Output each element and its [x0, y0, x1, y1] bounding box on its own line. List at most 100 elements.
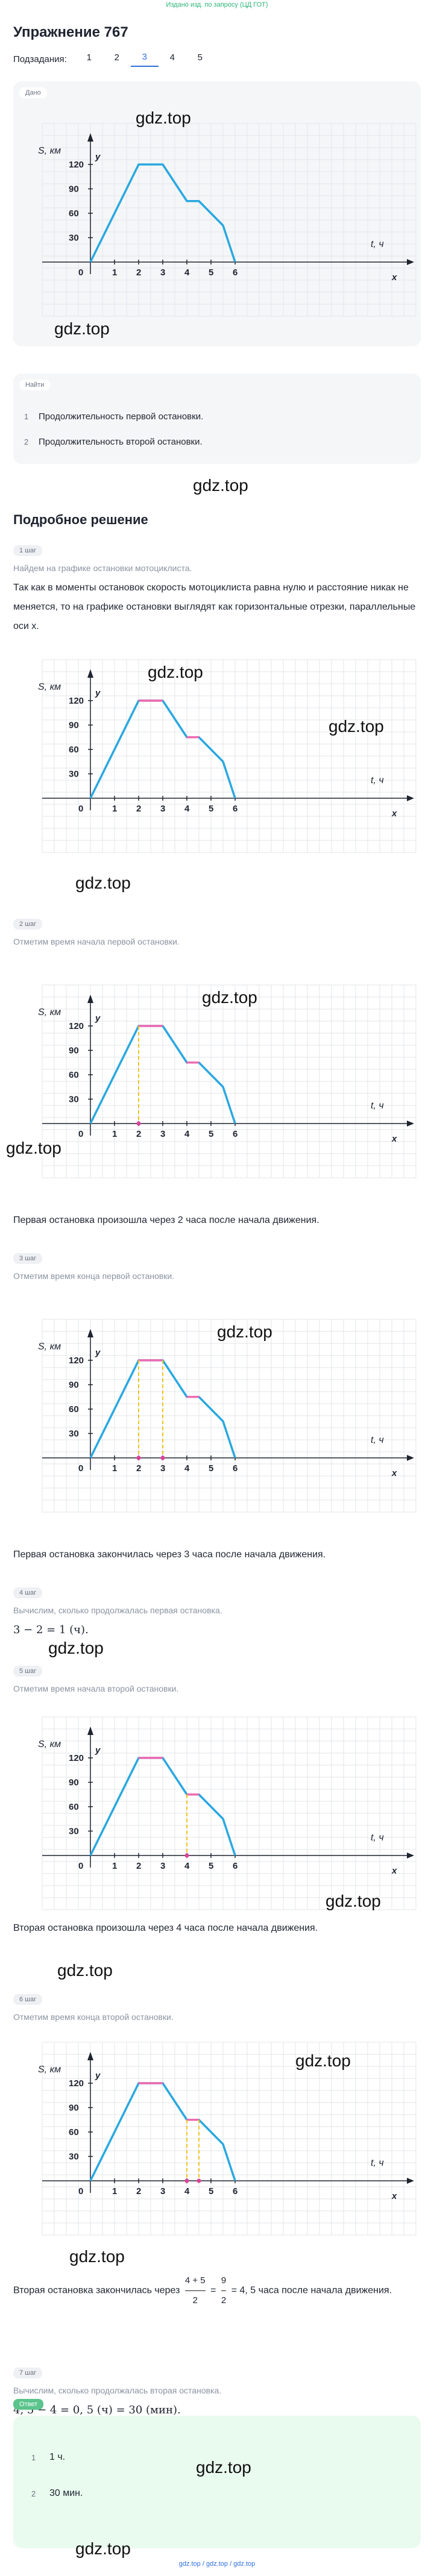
y-axis-letter: y — [95, 1745, 101, 1755]
subtask-1[interactable]: 1 — [86, 52, 92, 63]
y-tick-label: 90 — [69, 1778, 79, 1788]
y-axis-arrow — [87, 1727, 93, 1735]
x-tick-label: 6 — [233, 2186, 237, 2196]
subtask-5[interactable]: 5 — [197, 52, 203, 63]
y-tick-label: 30 — [69, 1429, 79, 1439]
y-tick-label: 90 — [69, 1380, 79, 1390]
time-marker-point — [184, 1853, 189, 1858]
find-card: Найти — [13, 374, 421, 464]
x-axis-arrow — [407, 259, 414, 265]
given-graph: S, км y t, ч x 0 1 2 3 4 5 6 30 60 90 120 — [33, 117, 419, 325]
step-5-text: Вторая остановка произошла через 4 часа … — [13, 1923, 318, 1933]
y-tick-label: 90 — [69, 2103, 79, 2113]
y-tick-label: 60 — [69, 1070, 79, 1080]
watermark: gdz.top — [48, 1639, 104, 1657]
watermark: gdz.top — [329, 717, 384, 736]
y-axis-letter: y — [95, 152, 101, 162]
x-tick-label: 4 — [184, 1463, 190, 1474]
time-marker-point — [197, 2178, 201, 2183]
series-line — [89, 163, 236, 263]
step-5-badge: 5 шаг — [13, 1666, 43, 1677]
y-tick-label: 60 — [69, 1802, 79, 1812]
subtask-3[interactable]: 3 — [130, 52, 159, 67]
x-tick-label: 5 — [209, 1463, 213, 1474]
y-axis-label: S, км — [38, 682, 61, 692]
x-tick-label: 3 — [160, 1861, 165, 1871]
x-tick-label: 6 — [233, 804, 237, 814]
x-tick-label: 4 — [184, 1861, 190, 1871]
answer-item: 1 1 ч. — [31, 2452, 65, 2463]
x-tick-label: 4 — [184, 2186, 190, 2196]
y-axis-label: S, км — [38, 2065, 61, 2075]
subtask-4[interactable]: 4 — [169, 52, 175, 63]
step-3-graph: S, км y t, ч x 0 1 2 3 4 5 6 30 60 90 120 — [33, 1313, 419, 1521]
y-tick-label: 30 — [69, 2152, 79, 2162]
watermark: gdz.top — [217, 1322, 272, 1341]
x-axis-arrow — [407, 795, 414, 801]
fraction-1: 4 + 5 2 — [184, 2271, 206, 2310]
answer-number: 1 — [31, 2453, 36, 2462]
answer-text: 1 ч. — [49, 2452, 66, 2462]
step-6-caption: Отметим время конца второй остановки. — [13, 2012, 174, 2022]
origin-label: 0 — [78, 267, 83, 278]
x-tick-label: 1 — [112, 2186, 117, 2196]
y-tick-label: 60 — [69, 208, 79, 219]
find-item-number: 1 — [24, 411, 29, 421]
step-6-text-a: Вторая остановка закончилась через — [13, 2285, 180, 2296]
step-1-badge: 1 шаг — [13, 545, 43, 556]
subtask-2[interactable]: 2 — [114, 52, 119, 63]
y-tick-label: 120 — [69, 1021, 84, 1031]
origin-label: 0 — [78, 1129, 83, 1139]
x-axis-label: t, ч — [371, 1435, 384, 1445]
y-axis-arrow — [87, 669, 93, 678]
y-axis-arrow — [87, 2052, 93, 2060]
step-7-badge: 7 шаг — [13, 2368, 43, 2378]
footer-links[interactable]: gdz.top / gdz.top / gdz.top — [178, 2560, 256, 2568]
fraction-1-denominator: 2 — [192, 2295, 198, 2306]
x-tick-label: 5 — [209, 1861, 213, 1871]
given-badge: Дано — [19, 87, 47, 98]
y-tick-label: 30 — [69, 1827, 79, 1837]
x-tick-label: 4 — [184, 267, 190, 278]
y-axis-letter: y — [95, 2071, 101, 2081]
y-tick-label: 60 — [69, 1404, 79, 1415]
step-7-caption: Вычислим, сколько продолжалась вторая ос… — [13, 2386, 222, 2395]
x-tick-label: 3 — [160, 2186, 165, 2196]
step-3-badge: 3 шаг — [13, 1253, 43, 1264]
step-6-text: Вторая остановка закончилась через 4 + 5… — [13, 2271, 417, 2310]
step-2-caption: Отметим время начала первой остановки. — [13, 937, 180, 946]
x-axis-letter: x — [391, 272, 397, 283]
watermark: gdz.top — [54, 319, 110, 338]
y-axis-label: S, км — [38, 1342, 61, 1352]
x-axis-letter: x — [391, 1134, 397, 1144]
x-tick-label: 3 — [160, 1129, 165, 1139]
time-marker-point — [184, 2178, 189, 2183]
x-axis-label: t, ч — [371, 2158, 384, 2168]
answer-badge: Ответ — [13, 2399, 44, 2410]
grid — [42, 984, 417, 1178]
y-tick-label: 120 — [69, 2078, 84, 2089]
step-6-text-eq: = 4, 5 часа после начала — [231, 2285, 343, 2296]
x-axis-arrow — [407, 1455, 414, 1461]
watermark: gdz.top — [196, 2458, 251, 2477]
watermark: gdz.top — [148, 663, 203, 681]
x-tick-label: 1 — [112, 804, 117, 814]
x-axis-letter: x — [391, 2191, 397, 2201]
grid — [42, 123, 417, 317]
x-tick-label: 6 — [233, 1129, 237, 1139]
distance-time-chart: S, км y t, ч x 0 1 2 3 4 5 6 30 60 90 120 — [38, 1319, 417, 1513]
step-6-graph: S, км y t, ч x 0 1 2 3 4 5 6 30 60 90 120 — [33, 2036, 419, 2244]
x-axis-letter: x — [391, 808, 397, 819]
x-tick-label: 3 — [160, 267, 165, 278]
answer-item: 2 30 мин. — [31, 2488, 83, 2499]
x-tick-label: 2 — [136, 804, 141, 814]
subtasks-nav: Подзадания: 1 2 3 4 5 — [13, 52, 214, 67]
find-item-text: Продолжительность второй остановки. — [39, 436, 203, 447]
fraction-2-numerator: 9 — [221, 2275, 227, 2286]
x-axis-letter: x — [391, 1866, 397, 1876]
distance-time-chart: S, км y t, ч x 0 1 2 3 4 5 6 30 60 90 120 — [38, 659, 417, 853]
fraction-2: 9 2 — [221, 2271, 227, 2310]
find-item-text: Продолжительность первой остановки. — [39, 411, 204, 422]
page-title: Упражнение 767 — [13, 24, 128, 40]
x-tick-label: 3 — [160, 1463, 165, 1474]
